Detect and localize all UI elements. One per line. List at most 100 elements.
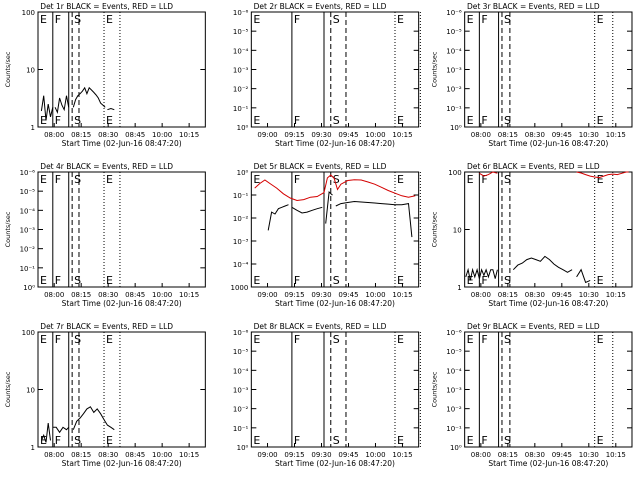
marker-letter-top: S [333,13,340,26]
panel-title: Det 7r BLACK = Events, RED = LLD [40,322,173,331]
x-tick-label: 10:30 [579,291,599,299]
x-tick-label: 10:15 [179,451,199,459]
marker-letter-bottom: F [55,274,61,287]
x-axis-label: Start Time (02-Jun-16 08:47:20) [62,299,182,308]
x-tick-label: 08:00 [471,291,491,299]
panel-title: Det 5r BLACK = Events, RED = LLD [254,162,387,171]
marker-letter-top: S [504,13,511,26]
marker-letter-top: F [55,333,61,346]
marker-letter-bottom: E [106,274,113,287]
x-tick-label: 10:15 [392,291,412,299]
marker-letter-top: F [294,333,300,346]
panel-title: Det 2r BLACK = Events, RED = LLD [254,2,387,11]
y-tick-label: 10⁻¹ [233,425,249,433]
y-tick-label: 100 [448,169,461,177]
detector-panel-7: Det 7r BLACK = Events, RED = LLD 1 10 100 08… [4,322,206,468]
marker-letter-top: E [467,173,474,186]
marker-letter-top: S [504,173,511,186]
x-tick-label: 08:15 [498,131,518,139]
marker-letter-top: F [55,173,61,186]
marker-letter-bottom: E [597,434,604,447]
x-tick-label: 09:00 [257,131,277,139]
y-tick-label: 10⁻⁴ [233,261,249,269]
x-tick-label: 08:00 [471,451,491,459]
x-tick-label: 08:00 [44,451,64,459]
y-tick-label: 10⁻⁵ [233,28,249,36]
x-tick-label: 08:30 [525,291,545,299]
y-tick-label: 10⁰ [237,169,249,177]
x-axis-label: Start Time (02-Jun-16 08:47:20) [488,459,608,468]
y-tick-label: 100 [22,329,35,337]
events-curve-1-2 [325,190,333,224]
marker-letter-top: E [467,333,474,346]
marker-letter-top: S [504,333,511,346]
x-tick-label: 10:15 [606,451,626,459]
y-tick-label: 10⁻² [446,86,462,94]
marker-letter-bottom: E [397,434,404,447]
marker-letter-top: F [294,13,300,26]
x-tick-label: 09:15 [284,131,304,139]
marker-letter-top: E [106,333,113,346]
lld-curve-0-0 [254,174,416,202]
marker-letter-bottom: S [333,114,340,127]
y-tick-label: 10⁻³ [446,387,462,395]
plot-frame [250,171,420,288]
x-tick-label: 09:00 [257,291,277,299]
marker-letter-bottom: S [333,434,340,447]
marker-letter-bottom: S [504,274,511,287]
marker-letter-top: F [55,13,61,26]
x-tick-label: 08:15 [71,131,91,139]
x-tick-label: 10:15 [179,291,199,299]
y-tick-label: 10⁻⁶ [233,329,249,337]
y-tick-label: 10⁰ [450,444,462,452]
marker-letter-top: E [397,333,404,346]
x-tick-label: 08:45 [125,131,145,139]
y-tick-label: 10⁻¹ [233,105,249,113]
marker-letter-top: F [481,13,487,26]
marker-letter-bottom: E [40,434,47,447]
marker-letter-top: E [597,13,604,26]
marker-letter-bottom: S [74,274,81,287]
marker-letter-top: F [481,333,487,346]
x-tick-label: 08:30 [525,451,545,459]
marker-letter-bottom: E [467,434,474,447]
marker-letter-top: F [294,173,300,186]
marker-letter-bottom: E [253,434,260,447]
x-tick-label: 09:15 [284,291,304,299]
y-tick-label: 10⁻⁴ [233,367,249,375]
y-tick-label: 10⁻⁶ [446,329,462,337]
plot-frame [464,11,633,128]
detector-panel-4: Det 4r BLACK = Events, RED = LLD 10⁰ 10⁻¹ 1… [4,162,206,308]
plot-frame [37,11,206,128]
marker-letter-bottom: F [481,274,487,287]
detector-panel-5: Det 5r BLACK = Events, RED = LLD 1000 10⁻⁴… [231,162,421,308]
y-tick-label: 10 [26,67,35,75]
x-tick-label: 10:00 [152,131,172,139]
panel-title: Det 3r BLACK = Events, RED = LLD [467,2,600,11]
marker-letter-bottom: E [467,114,474,127]
marker-letter-bottom: F [481,114,487,127]
y-tick-label: 10⁻³ [233,238,249,246]
x-tick-label: 08:30 [98,291,118,299]
y-axis-label: Counts/sec [431,371,439,407]
events-curve-0-0 [40,423,51,443]
y-tick-label: 10⁻⁴ [446,47,462,55]
x-tick-label: 08:30 [98,451,118,459]
marker-letter-top: E [40,333,47,346]
y-tick-label: 10 [26,387,35,395]
plot-frame [464,171,633,288]
x-tick-label: 09:45 [338,131,358,139]
y-tick-label: 10⁻³ [446,67,462,75]
x-tick-label: 10:00 [365,131,385,139]
lld-curve-0-0 [479,171,498,177]
y-tick-label: 1 [31,444,35,452]
x-axis-label: Start Time (02-Jun-16 08:47:20) [488,139,608,148]
x-tick-label: 10:00 [152,451,172,459]
y-tick-label: 10⁻⁵ [446,348,462,356]
y-tick-label: 10⁰ [450,124,462,132]
x-tick-label: 09:45 [552,291,572,299]
detector-panel-3: Det 3r BLACK = Events, RED = LLD 10⁰ 10⁻¹ 1… [431,2,633,148]
marker-letter-top: E [253,173,260,186]
y-tick-label: 10⁻² [20,246,36,254]
